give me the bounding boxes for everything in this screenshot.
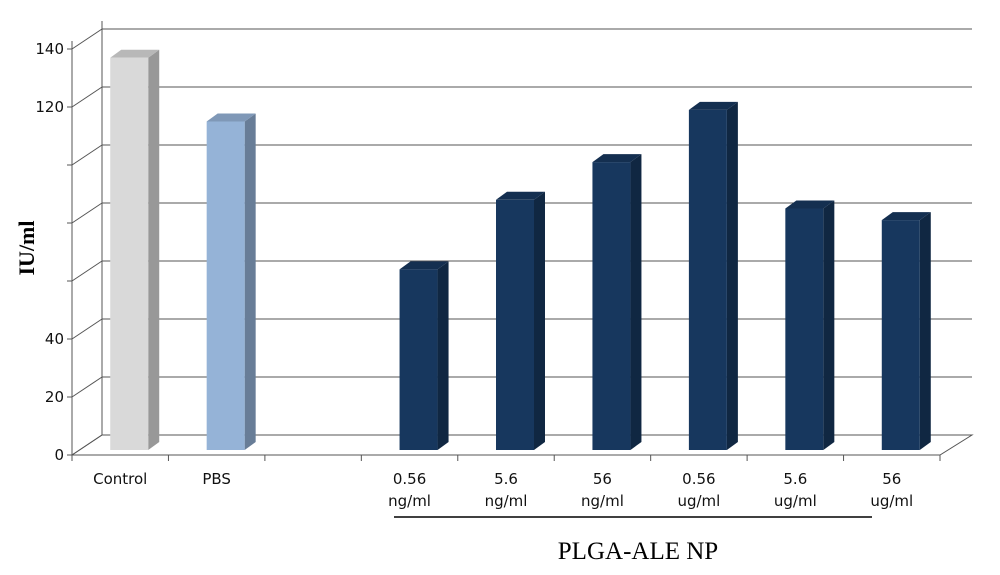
x-axis-labels: Control PBS 0.56 ng/ml 5.6 ng/ml 56 ng/ml 0.56 ug…: [93, 470, 913, 510]
bar-side: [919, 212, 931, 450]
bar-front: [688, 109, 727, 451]
y-tick-label: 140: [35, 40, 64, 58]
gridline-diagonal: [71, 86, 103, 108]
bar-front: [110, 57, 149, 450]
bar: [399, 261, 449, 450]
x-tick-label: 0.56: [682, 470, 715, 488]
y-axis: 0 20 40 120 140: [35, 40, 73, 464]
x-tick-label: ug/ml: [774, 492, 817, 510]
x-tick-label: ug/ml: [870, 492, 913, 510]
bar-side: [823, 200, 835, 450]
bar: [785, 200, 835, 450]
gridline-diagonal: [71, 202, 103, 224]
bar-top: [496, 191, 545, 200]
bar-front: [785, 208, 824, 450]
bars-group: [110, 49, 931, 451]
bar-top: [399, 261, 449, 270]
bar-side: [630, 154, 642, 450]
bar-front: [206, 121, 245, 450]
bar-side: [148, 49, 160, 450]
bar-front: [496, 199, 534, 450]
bar-top: [206, 113, 256, 122]
bar-top: [592, 154, 642, 163]
x-tick-label: 0.56: [393, 470, 426, 488]
y-tick-label: 0: [54, 446, 64, 464]
y-tick-label: 120: [35, 98, 64, 116]
bar-side: [244, 113, 256, 450]
x-tick-label: ng/ml: [388, 492, 431, 510]
bar: [592, 154, 642, 450]
gridline-diagonal: [71, 260, 103, 282]
bar: [881, 212, 931, 450]
bar: [110, 49, 160, 450]
x-tick-label: 5.6: [783, 470, 807, 488]
gridline-diagonal: [71, 376, 103, 398]
bar-front: [592, 162, 631, 450]
x-tick-label: ug/ml: [677, 492, 720, 510]
x-tick-label: 56: [882, 470, 901, 488]
bar: [206, 113, 256, 450]
gridline-diagonal: [71, 144, 103, 166]
bar-top: [785, 200, 835, 209]
bar-top: [881, 212, 931, 221]
x-tick-label: ng/ml: [581, 492, 624, 510]
y-axis-title: IU/ml: [14, 221, 39, 276]
bar-top: [688, 101, 738, 110]
x-tick-label: Control: [93, 470, 147, 488]
x-tick-label: 56: [593, 470, 612, 488]
chart-floor: [70, 434, 974, 461]
x-tick-label: ng/ml: [485, 492, 528, 510]
gridline-diagonal: [71, 28, 103, 50]
bar: [496, 191, 545, 451]
group-title: PLGA-ALE NP: [558, 538, 718, 565]
bar: [688, 101, 738, 451]
y-tick-label: 40: [45, 330, 64, 348]
bar-front: [399, 269, 438, 450]
bar-front: [881, 220, 920, 450]
x-tick-label: PBS: [202, 470, 231, 488]
gridline-diagonal: [71, 318, 103, 340]
x-tick-label: 5.6: [494, 470, 518, 488]
bar-side: [726, 101, 738, 451]
bar-side: [437, 261, 449, 450]
bar-top: [110, 49, 160, 58]
y-tick-label: 20: [45, 388, 64, 406]
bar-side: [534, 191, 545, 451]
